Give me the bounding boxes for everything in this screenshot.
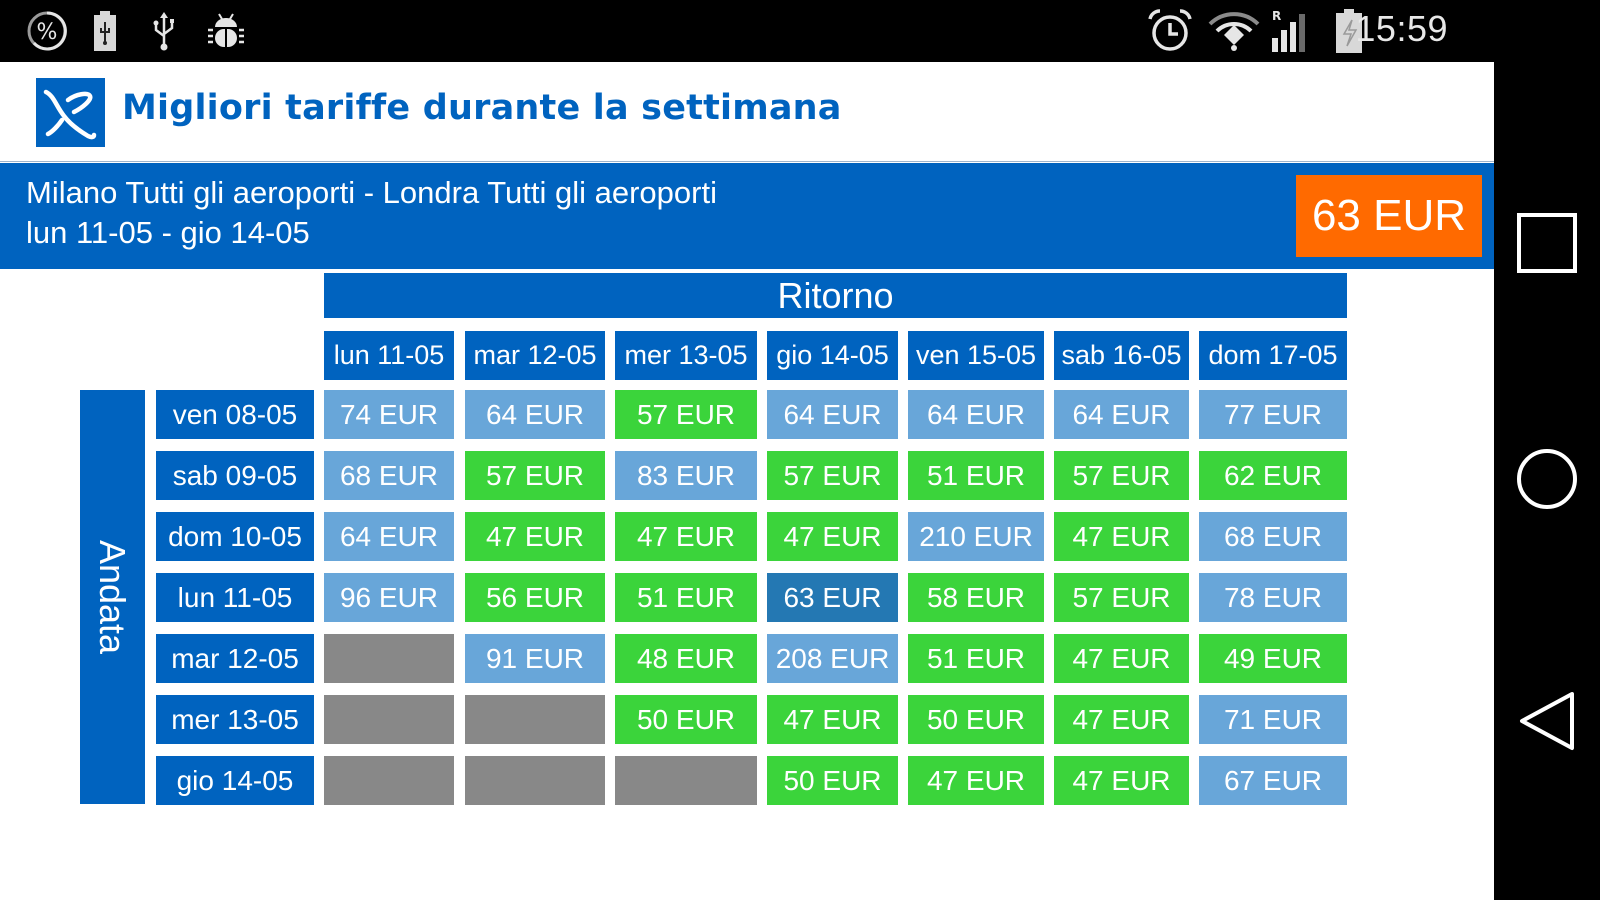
fare-cell[interactable]: 64 EUR [465, 390, 605, 439]
fare-cell[interactable]: 77 EUR [1199, 390, 1347, 439]
route-summary: Milano Tutti gli aeroporti - Londra Tutt… [0, 163, 1494, 269]
column-header: dom 17-05 [1199, 331, 1347, 380]
fare-cell[interactable]: 91 EUR [465, 634, 605, 683]
fare-cell[interactable]: 56 EUR [465, 573, 605, 622]
fare-cell[interactable]: 51 EUR [615, 573, 757, 622]
action-bar: Migliori tariffe durante la settimana [0, 62, 1494, 162]
fare-cell[interactable]: 57 EUR [1054, 573, 1189, 622]
fare-cell[interactable]: 47 EUR [908, 756, 1044, 805]
fare-cell[interactable]: 68 EUR [324, 451, 454, 500]
row-header: lun 11-05 [156, 573, 314, 622]
fare-cell[interactable]: 47 EUR [1054, 512, 1189, 561]
alarm-icon [1146, 9, 1194, 52]
fare-cell[interactable]: 47 EUR [1054, 634, 1189, 683]
fare-cell-unavailable [465, 756, 605, 805]
fare-cell[interactable]: 47 EUR [615, 512, 757, 561]
page-title: Migliori tariffe durante la settimana [122, 88, 842, 128]
usb-icon [150, 10, 178, 52]
column-header: gio 14-05 [767, 331, 898, 380]
column-header: lun 11-05 [324, 331, 454, 380]
app-content: Migliori tariffe durante la settimana Mi… [0, 62, 1494, 900]
fare-cell[interactable]: 51 EUR [908, 634, 1044, 683]
fare-cell[interactable]: 83 EUR [615, 451, 757, 500]
fare-cell[interactable]: 64 EUR [1054, 390, 1189, 439]
fare-cell[interactable]: 58 EUR [908, 573, 1044, 622]
row-header: mar 12-05 [156, 634, 314, 683]
svg-text:R: R [1272, 9, 1281, 23]
fare-cell[interactable]: 57 EUR [1054, 451, 1189, 500]
android-debug-icon [206, 10, 246, 52]
signal-roaming-icon: R [1268, 9, 1314, 52]
column-header: mar 12-05 [465, 331, 605, 380]
fare-cell[interactable]: 96 EUR [324, 573, 454, 622]
column-header: ven 15-05 [908, 331, 1044, 380]
route-airports: Milano Tutti gli aeroporti - Londra Tutt… [26, 175, 717, 210]
fare-cell[interactable]: 47 EUR [465, 512, 605, 561]
fare-cell[interactable]: 51 EUR [908, 451, 1044, 500]
fare-cell[interactable]: 50 EUR [615, 695, 757, 744]
home-circle-icon[interactable] [1514, 446, 1580, 512]
svg-text:%: % [37, 20, 58, 45]
fare-cell[interactable]: 50 EUR [908, 695, 1044, 744]
fare-matrix: Ritorno Andata lun 11-05 mar 12-05 mer 1… [0, 269, 1494, 900]
fare-cell[interactable]: 47 EUR [767, 512, 898, 561]
row-header: sab 09-05 [156, 451, 314, 500]
fare-cell[interactable]: 74 EUR [324, 390, 454, 439]
wifi-icon [1208, 10, 1260, 52]
fare-cell-selected[interactable]: 63 EUR [767, 573, 898, 622]
outbound-header: Andata [80, 390, 145, 804]
fare-cell[interactable]: 57 EUR [465, 451, 605, 500]
return-header: Ritorno [324, 273, 1347, 318]
fare-cell[interactable]: 57 EUR [615, 390, 757, 439]
fare-cell-unavailable [324, 695, 454, 744]
row-header: ven 08-05 [156, 390, 314, 439]
percent-circle-icon: % [26, 10, 68, 52]
fare-cell-unavailable [465, 695, 605, 744]
outbound-label: Andata [92, 539, 134, 655]
fare-cell[interactable]: 62 EUR [1199, 451, 1347, 500]
fare-cell-unavailable [615, 756, 757, 805]
status-bar: % R 15:59 [0, 0, 1600, 62]
fare-cell[interactable]: 78 EUR [1199, 573, 1347, 622]
fare-cell[interactable]: 49 EUR [1199, 634, 1347, 683]
app-logo-icon[interactable] [36, 78, 105, 147]
fare-cell[interactable]: 208 EUR [767, 634, 898, 683]
navigation-bar [1494, 62, 1600, 900]
row-header: mer 13-05 [156, 695, 314, 744]
fare-cell[interactable]: 64 EUR [767, 390, 898, 439]
row-header: dom 10-05 [156, 512, 314, 561]
column-header: sab 16-05 [1054, 331, 1189, 380]
row-header: gio 14-05 [156, 756, 314, 805]
fare-cell[interactable]: 67 EUR [1199, 756, 1347, 805]
fare-cell[interactable]: 64 EUR [908, 390, 1044, 439]
fare-cell[interactable]: 47 EUR [767, 695, 898, 744]
fare-cell[interactable]: 48 EUR [615, 634, 757, 683]
battery-usb-icon [92, 10, 118, 52]
best-price-badge[interactable]: 63 EUR [1296, 175, 1482, 257]
battery-charging-icon [1334, 9, 1364, 53]
fare-cell[interactable]: 47 EUR [1054, 695, 1189, 744]
fare-cell-unavailable [324, 756, 454, 805]
clock-time: 15:59 [1355, 8, 1448, 49]
route-dates: lun 11-05 - gio 14-05 [26, 215, 310, 250]
fare-cell[interactable]: 64 EUR [324, 512, 454, 561]
fare-cell[interactable]: 210 EUR [908, 512, 1044, 561]
fare-cell[interactable]: 50 EUR [767, 756, 898, 805]
fare-cell[interactable]: 57 EUR [767, 451, 898, 500]
fare-cell[interactable]: 47 EUR [1054, 756, 1189, 805]
fare-cell[interactable]: 71 EUR [1199, 695, 1347, 744]
recents-square-icon[interactable] [1514, 210, 1580, 276]
fare-cell-unavailable [324, 634, 454, 683]
back-triangle-icon[interactable] [1514, 688, 1580, 754]
fare-cell[interactable]: 68 EUR [1199, 512, 1347, 561]
column-header: mer 13-05 [615, 331, 757, 380]
